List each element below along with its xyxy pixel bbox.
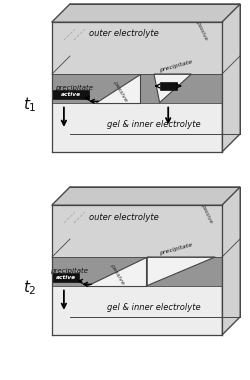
Polygon shape [52,273,79,282]
Text: outer electrolyte: outer electrolyte [88,30,158,38]
Polygon shape [52,22,222,74]
Polygon shape [52,205,222,335]
Polygon shape [52,22,222,152]
Polygon shape [94,74,140,103]
Text: passive: passive [200,203,213,223]
Text: gel & inner electrolyte: gel & inner electrolyte [107,120,201,129]
Text: precipitate: precipitate [55,85,93,91]
Text: gel & inner electrolyte: gel & inner electrolyte [107,303,201,312]
Polygon shape [222,187,240,335]
Text: passive: passive [195,19,208,40]
Polygon shape [160,82,177,90]
Polygon shape [52,257,222,286]
Polygon shape [52,4,240,22]
Polygon shape [147,257,215,286]
Polygon shape [52,286,222,335]
Polygon shape [52,74,222,103]
Polygon shape [222,4,240,152]
Text: active: active [56,275,76,280]
Text: $t_1$: $t_1$ [23,96,37,114]
Polygon shape [52,205,222,257]
Polygon shape [52,103,222,152]
Polygon shape [52,187,240,205]
Text: precipitate: precipitate [50,268,88,274]
Polygon shape [86,257,146,286]
Polygon shape [154,74,192,103]
Text: precipitate: precipitate [159,242,193,256]
Text: $t_2$: $t_2$ [23,279,37,297]
Polygon shape [52,4,240,22]
Text: active: active [61,92,81,97]
Text: passive: passive [112,80,128,103]
Polygon shape [52,90,90,99]
Text: precipitate: precipitate [159,59,193,73]
Text: passive: passive [109,263,125,286]
Polygon shape [52,187,240,205]
Text: outer electrolyte: outer electrolyte [88,212,158,222]
